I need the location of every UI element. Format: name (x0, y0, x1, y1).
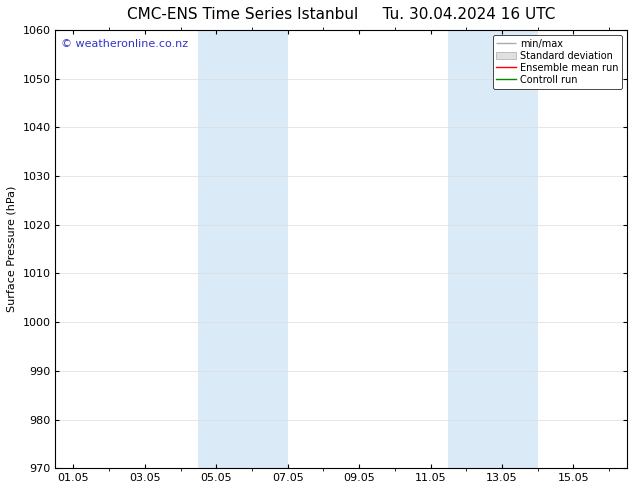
Text: © weatheronline.co.nz: © weatheronline.co.nz (61, 39, 188, 49)
Y-axis label: Surface Pressure (hPa): Surface Pressure (hPa) (7, 186, 17, 312)
Bar (198, 30, 288, 468)
Bar (448, 30, 538, 468)
Title: CMC-ENS Time Series Istanbul     Tu. 30.04.2024 16 UTC: CMC-ENS Time Series Istanbul Tu. 30.04.2… (127, 7, 555, 22)
Legend: min/max, Standard deviation, Ensemble mean run, Controll run: min/max, Standard deviation, Ensemble me… (493, 35, 622, 89)
